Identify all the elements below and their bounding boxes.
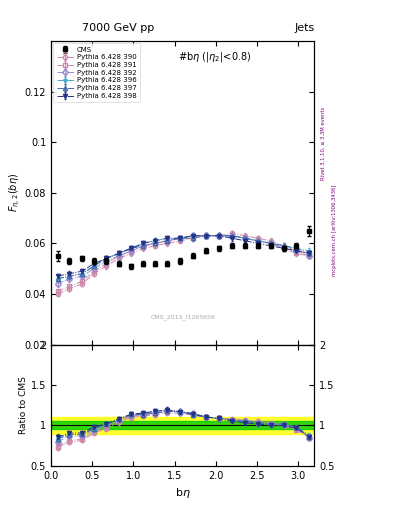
Bar <box>51 417 314 434</box>
X-axis label: b$\eta$: b$\eta$ <box>175 486 191 500</box>
Y-axis label: Ratio to CMS: Ratio to CMS <box>19 376 28 434</box>
Text: #b$\eta$ ($|\eta_2|$<0.8): #b$\eta$ ($|\eta_2|$<0.8) <box>178 50 251 64</box>
Y-axis label: $F_{\eta,2}(b\eta)$: $F_{\eta,2}(b\eta)$ <box>7 173 22 212</box>
Text: 7000 GeV pp: 7000 GeV pp <box>82 23 154 33</box>
Legend: CMS, Pythia 6.428 390, Pythia 6.428 391, Pythia 6.428 392, Pythia 6.428 396, Pyt: CMS, Pythia 6.428 390, Pythia 6.428 391,… <box>53 43 140 102</box>
Text: Jets: Jets <box>294 23 314 33</box>
Text: mcplots.cern.ch [arXiv:1306.3436]: mcplots.cern.ch [arXiv:1306.3436] <box>332 185 337 276</box>
Text: CMS_2013_I1265659: CMS_2013_I1265659 <box>150 314 215 320</box>
Bar <box>51 421 314 430</box>
Text: Rivet 3.1.10, ≥ 3.3M events: Rivet 3.1.10, ≥ 3.3M events <box>320 106 325 180</box>
